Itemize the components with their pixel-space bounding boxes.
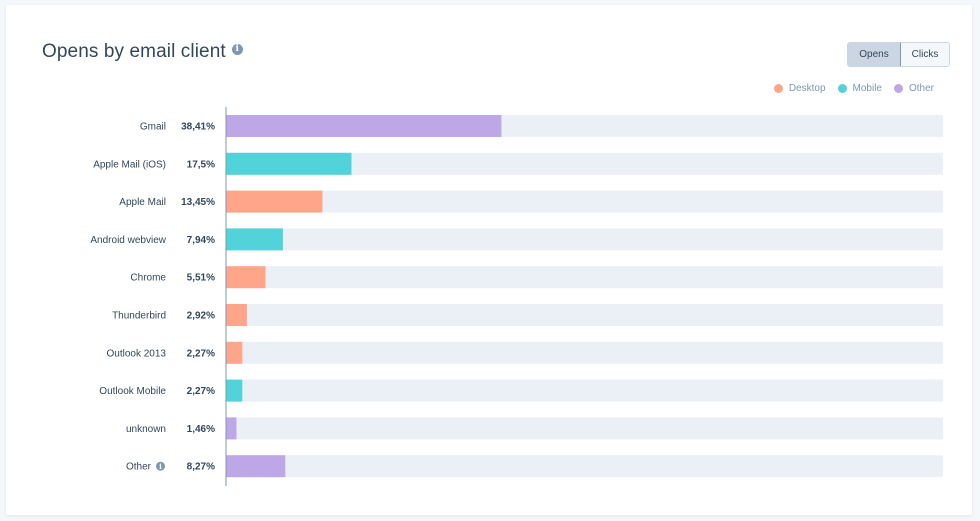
bar-track [226,266,943,289]
bar[interactable] [226,304,247,326]
category-label: Outlook Mobile [99,386,166,397]
category-label: Apple Mail (iOS) [93,159,166,170]
category-label: Apple Mail [119,197,166,208]
bar-track [226,341,943,364]
bar-track [226,379,943,402]
bar[interactable] [226,379,243,402]
bar-track [226,417,943,440]
value-label: 2,27% [187,348,215,359]
bar-track [226,152,943,175]
clicks-toggle-button[interactable]: Clicks [901,43,949,66]
value-label: 1,46% [187,424,215,435]
legend-dot-desktop [773,84,783,93]
legend-dot-other [893,84,903,93]
chart-legend: Desktop Mobile Other [773,83,934,94]
legend-label-other: Other [908,83,934,94]
category-label: Thunderbird [112,311,166,322]
value-label: 2,92% [187,311,215,322]
chart-title-block: Opens by email client i [42,41,243,63]
legend-item-desktop: Desktop [773,83,826,94]
value-label: 8,27% [187,462,215,473]
value-label: 38,41% [181,122,215,133]
bar-track [226,455,943,478]
info-icon[interactable] [156,461,165,471]
legend-label-mobile: Mobile [852,83,882,94]
bar[interactable] [226,152,352,175]
value-label: 2,27% [187,386,215,397]
legend-item-other: Other [893,83,934,94]
metric-toggle: Opens Clicks [847,42,950,67]
bar[interactable] [226,190,323,213]
value-label: 13,45% [181,197,215,208]
bar[interactable] [226,228,283,251]
bar-track [226,190,943,213]
category-label: unknown [126,424,166,435]
category-label: Chrome [130,273,166,284]
category-label: Other [126,462,152,473]
info-icon-glyph: i [159,462,162,471]
info-icon[interactable]: i [231,44,243,56]
value-label: 17,5% [187,159,215,170]
legend-label-desktop: Desktop [788,83,826,94]
category-label: Gmail [140,122,166,133]
bar[interactable] [226,266,266,289]
bar[interactable] [226,341,243,364]
legend-dot-mobile [837,84,847,93]
value-label: 5,51% [187,273,215,284]
bar[interactable] [226,115,502,137]
category-label: Android webview [90,235,166,246]
value-label: 7,94% [187,235,215,246]
bar[interactable] [226,417,237,440]
category-label: Outlook 2013 [107,348,167,359]
bar-track [226,304,943,326]
chart-title: Opens by email client [42,41,226,62]
bar[interactable] [226,455,286,478]
legend-item-mobile: Mobile [837,83,882,94]
opens-toggle-button[interactable]: Opens [848,43,901,66]
bar-track [226,228,943,251]
